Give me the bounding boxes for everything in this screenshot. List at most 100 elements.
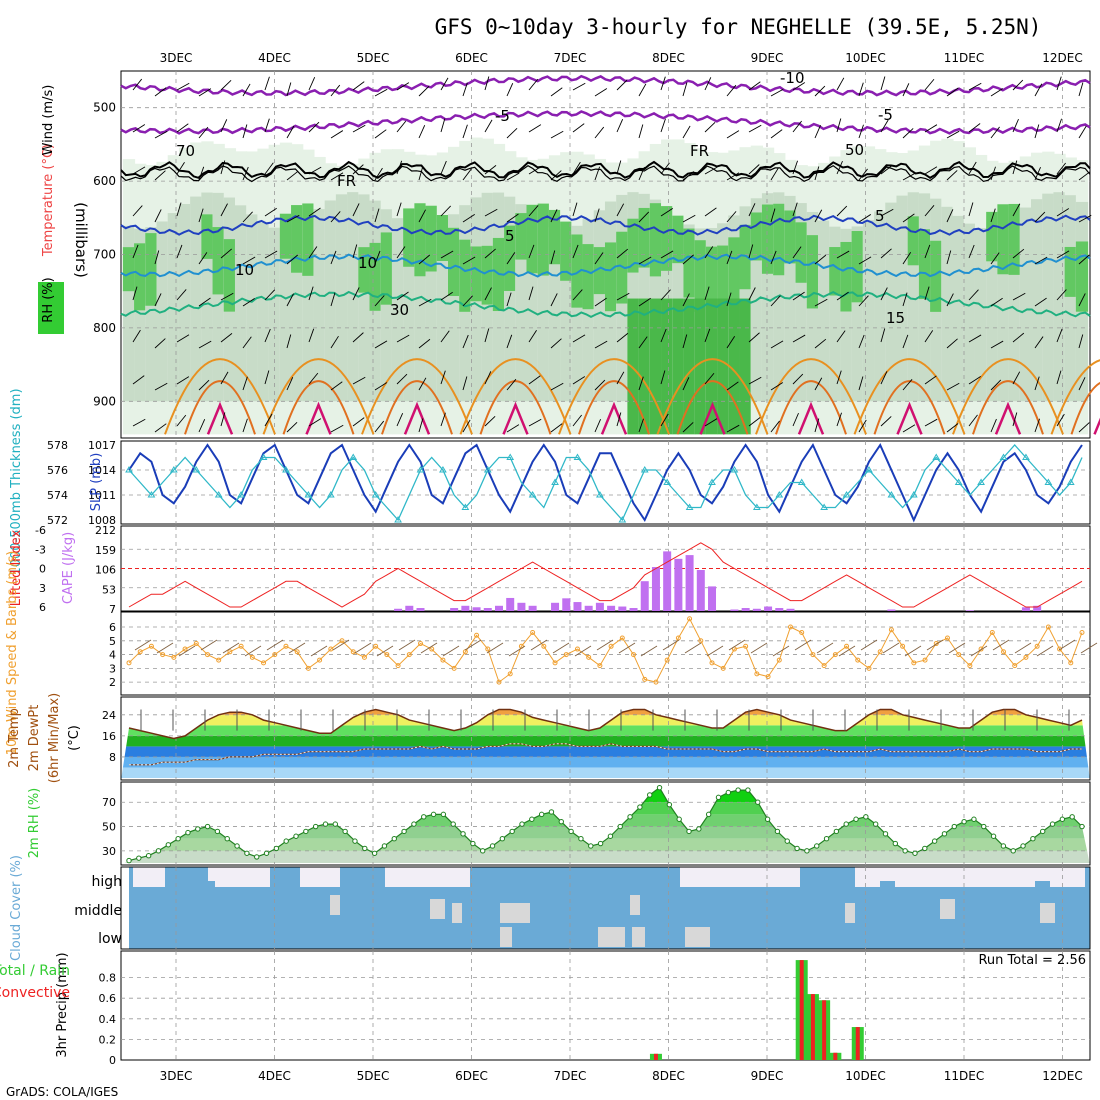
rh-marker bbox=[686, 828, 692, 835]
pressure-wind-barb bbox=[836, 160, 843, 175]
pressure-wind-barb bbox=[902, 83, 910, 97]
pressure-wind-barb bbox=[550, 87, 563, 97]
wind-speed-marker bbox=[877, 649, 883, 655]
pressure-wind-barb bbox=[880, 208, 894, 217]
cape-axis-label: CAPE (J/kg) bbox=[61, 532, 76, 604]
pressure-wind-barb bbox=[506, 334, 513, 349]
pressure-wind-barb bbox=[462, 334, 469, 349]
slp-panel bbox=[120, 440, 1091, 525]
pressure-wind-barb bbox=[550, 423, 563, 433]
wind-speed-marker bbox=[261, 660, 267, 666]
pressure-wind-barb bbox=[506, 127, 518, 139]
pressure-wind-barb bbox=[352, 81, 365, 91]
rh-band-mid bbox=[1019, 207, 1033, 402]
pressure-wind-barb bbox=[286, 214, 300, 223]
rh-band-high bbox=[840, 241, 853, 312]
pressure-wind-barb bbox=[154, 87, 167, 97]
pressure-wind-barb bbox=[418, 85, 430, 97]
pressure-wind-barb bbox=[594, 418, 601, 433]
contour-10 bbox=[120, 253, 1091, 278]
rh-marker bbox=[204, 823, 211, 830]
pressure-wind-barb bbox=[616, 292, 630, 301]
wind-barb bbox=[376, 645, 394, 657]
thickness-axis-label: 1000-500mb Thickness (dm) bbox=[9, 388, 24, 575]
rh-marker bbox=[529, 816, 535, 822]
rh-marker bbox=[912, 850, 918, 856]
top-day-label: 3DEC bbox=[160, 51, 193, 65]
li-tick-label: 3 bbox=[39, 582, 46, 595]
rh-band-mid bbox=[234, 205, 248, 402]
precip-tick-label: 0.2 bbox=[99, 1033, 117, 1046]
rh-band-high bbox=[649, 298, 663, 435]
wind-axis-label: 10m Wind Speed & Barbs (m/s) bbox=[5, 551, 20, 756]
pressure-wind-barb bbox=[924, 124, 938, 133]
pressure-wind-barb bbox=[968, 161, 977, 175]
rh-band-mid bbox=[952, 215, 965, 402]
rh-band-high bbox=[604, 242, 618, 312]
pressure-wind-barb bbox=[638, 336, 648, 349]
pressure-wind-barb bbox=[308, 166, 322, 175]
thickness-marker bbox=[371, 491, 380, 498]
pressure-wind-barb bbox=[880, 416, 892, 427]
pressure-wind-barb bbox=[836, 412, 842, 427]
pressure-wind-barb bbox=[968, 289, 979, 301]
thickness-marker bbox=[887, 491, 896, 498]
wind-speed-marker bbox=[160, 652, 166, 658]
wind-speed-marker bbox=[474, 632, 480, 638]
pressure-wind-barb bbox=[660, 208, 673, 217]
rh-band-high bbox=[672, 298, 685, 435]
pressure-wind-barb bbox=[198, 126, 209, 139]
wind-barb bbox=[882, 642, 900, 654]
pressure-wind-barb bbox=[396, 373, 408, 385]
thickness-marker bbox=[999, 453, 1008, 460]
thickness-tick-label: 574 bbox=[47, 489, 68, 502]
pressure-wind-barb bbox=[484, 287, 492, 301]
pressure-contour-label: 15 bbox=[886, 309, 905, 327]
cloud-high-gap bbox=[133, 867, 165, 887]
wind-speed-marker bbox=[1023, 654, 1029, 660]
rh-marker bbox=[568, 828, 574, 835]
pressure-wind-barb bbox=[286, 421, 298, 433]
thickness-marker bbox=[326, 491, 335, 498]
rh-marker bbox=[440, 811, 447, 818]
rh-band-high bbox=[627, 298, 640, 435]
pressure-tick-label: 700 bbox=[93, 248, 116, 262]
pressure-wind-barb bbox=[1012, 332, 1025, 343]
pressure-wind-barb bbox=[264, 413, 273, 427]
pressure-wind-barb bbox=[836, 77, 845, 91]
pressure-wind-barb bbox=[242, 83, 251, 97]
cape-bar bbox=[887, 609, 896, 611]
pressure-wind-barb bbox=[572, 414, 583, 427]
thickness-marker bbox=[1066, 478, 1075, 485]
pressure-wind-barb bbox=[902, 213, 915, 223]
precip-convective-bar bbox=[799, 960, 804, 1060]
contour-30 bbox=[403, 401, 431, 435]
run-total-label: Run Total = 2.56 bbox=[978, 953, 1086, 968]
pressure-wind-barb bbox=[374, 208, 380, 223]
bottom-day-label: 10DEC bbox=[845, 1069, 885, 1083]
pressure-wind-barb bbox=[374, 167, 383, 181]
wind-barb bbox=[420, 642, 438, 654]
contour-minus5 bbox=[120, 110, 1091, 135]
wind-speed-marker bbox=[418, 641, 424, 647]
wind-speed-marker bbox=[216, 657, 222, 663]
rh-marker bbox=[597, 840, 604, 847]
wind-barb bbox=[750, 642, 768, 654]
contour-25 bbox=[972, 380, 1044, 435]
rh-marker bbox=[863, 814, 869, 820]
pressure-wind-barb bbox=[682, 254, 694, 265]
cloud-high-bar bbox=[800, 881, 830, 889]
rh-marker bbox=[1069, 814, 1075, 820]
wind-barb bbox=[442, 645, 460, 657]
pressure-wind-barb bbox=[176, 414, 187, 427]
rh-band-high bbox=[380, 232, 394, 305]
pressure-wind-barb bbox=[814, 418, 820, 433]
rh-band-high bbox=[201, 214, 214, 259]
wind-speed-marker bbox=[496, 679, 502, 685]
contour-20 bbox=[952, 358, 1064, 435]
pressure-wind-barb bbox=[440, 412, 446, 427]
temp-band bbox=[121, 725, 1090, 736]
pressure-wind-barb bbox=[682, 171, 695, 181]
pressure-wind-barb bbox=[814, 85, 826, 97]
